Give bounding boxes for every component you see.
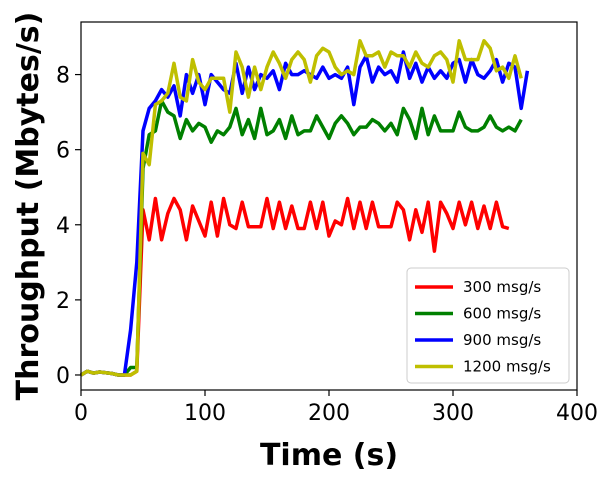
x-axis: 0 100 200 300 400: [74, 390, 598, 426]
series-line-0: [80, 196, 510, 377]
series-line-2: [80, 50, 530, 377]
y-tick-label: 0: [56, 364, 70, 389]
legend-label: 600 msg/s: [463, 305, 541, 323]
legend-box: [406, 267, 570, 384]
x-tick-label: 0: [74, 401, 88, 426]
plot-area: [80, 39, 530, 377]
x-tick-label: 400: [556, 401, 598, 426]
legend-label: 900 msg/s: [463, 331, 541, 349]
y-tick-label: 6: [56, 139, 70, 164]
y-axis: 0 2 4 6 8: [56, 64, 81, 389]
y-tick-label: 8: [56, 64, 70, 89]
y-tick-label: 2: [56, 289, 70, 314]
x-tick-label: 100: [184, 401, 226, 426]
x-tick-label: 300: [432, 401, 474, 426]
y-axis-title: Throughput (Mbytes/s): [11, 12, 46, 401]
y-tick-label: 4: [56, 214, 70, 239]
legend-label: 1200 msg/s: [463, 358, 551, 376]
x-tick-label: 200: [308, 401, 350, 426]
x-axis-title: Time (s): [260, 438, 398, 473]
legend-label: 300 msg/s: [463, 278, 541, 296]
series-line-3: [80, 39, 523, 377]
legend: 300 msg/s 600 msg/s 900 msg/s 1200 msg/s: [406, 267, 570, 384]
